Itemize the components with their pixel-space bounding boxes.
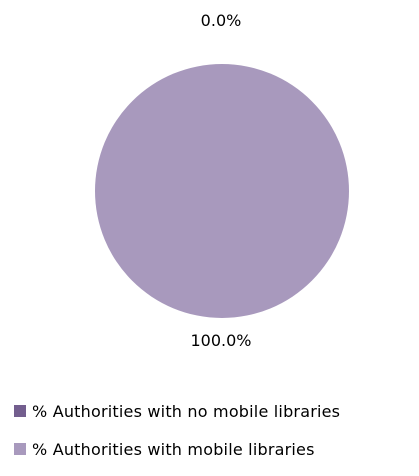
legend-item-no-mobile-libraries: % Authorities with no mobile libraries	[14, 400, 340, 422]
slice-label-mobile-libraries: 100.0%	[190, 331, 251, 350]
legend-swatch-mobile-libraries	[14, 443, 26, 455]
legend: % Authorities with no mobile libraries %…	[14, 400, 340, 476]
pie-slice-mobile-libraries	[95, 64, 349, 318]
legend-label-mobile-libraries: % Authorities with mobile libraries	[32, 439, 315, 459]
legend-swatch-no-mobile-libraries	[14, 405, 26, 417]
pie-slices	[95, 64, 349, 318]
slice-label-no-mobile-libraries: 0.0%	[201, 11, 242, 30]
legend-item-mobile-libraries: % Authorities with mobile libraries	[14, 438, 340, 460]
legend-label-no-mobile-libraries: % Authorities with no mobile libraries	[32, 401, 341, 421]
